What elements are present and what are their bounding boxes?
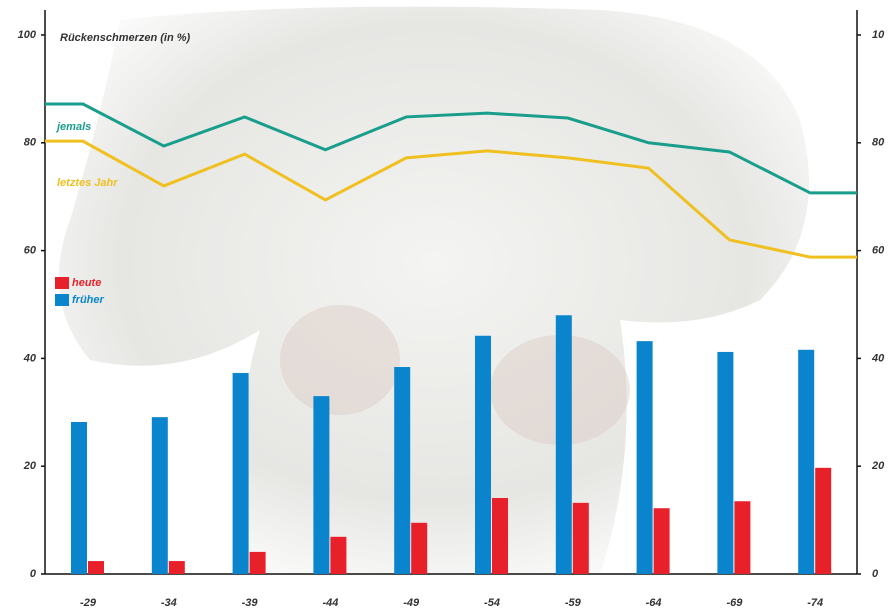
bar bbox=[798, 349, 815, 574]
line bbox=[45, 102, 857, 195]
y2-tick-label: 80 bbox=[872, 137, 885, 149]
x-tick-label: -74 bbox=[807, 597, 823, 609]
bar bbox=[71, 422, 87, 574]
legend-swatch bbox=[55, 294, 69, 306]
y-tick-label: 80 bbox=[24, 137, 37, 149]
line-label: letztes Jahr bbox=[57, 177, 118, 189]
bar bbox=[168, 561, 185, 574]
bar bbox=[734, 501, 751, 574]
bar bbox=[717, 351, 734, 574]
x-tick-label: -54 bbox=[484, 597, 500, 609]
bar bbox=[492, 498, 508, 574]
bar bbox=[151, 417, 168, 574]
bar bbox=[330, 536, 347, 574]
y-tick-label: 100 bbox=[18, 29, 37, 41]
bar bbox=[815, 467, 832, 574]
line bbox=[45, 139, 857, 259]
y-tick-label: 20 bbox=[23, 460, 37, 472]
x-tick-label: -64 bbox=[646, 597, 662, 609]
x-tick-label: -39 bbox=[242, 597, 259, 609]
x-tick-label: -34 bbox=[161, 597, 177, 609]
y-tick-label: 0 bbox=[30, 568, 37, 580]
bar bbox=[653, 508, 670, 574]
bar bbox=[249, 551, 266, 574]
bar bbox=[411, 522, 428, 574]
x-tick-label: -59 bbox=[565, 597, 582, 609]
x-tick-label: -49 bbox=[403, 597, 420, 609]
y-tick-label: 40 bbox=[23, 352, 37, 364]
bar bbox=[572, 502, 589, 574]
x-tick-label: -69 bbox=[726, 597, 743, 609]
y2-tick-label: 0 bbox=[872, 568, 879, 580]
bar bbox=[394, 367, 411, 574]
y2-tick-label: 20 bbox=[871, 460, 885, 472]
legend-label: heute bbox=[72, 277, 101, 289]
bar bbox=[636, 341, 653, 574]
bar bbox=[555, 315, 572, 574]
y2-tick-label: 60 bbox=[872, 245, 885, 257]
legend-label: früher bbox=[72, 294, 105, 306]
bar bbox=[232, 372, 249, 574]
bar bbox=[313, 396, 330, 574]
chart-title: Rückenschmerzen (in %) bbox=[60, 32, 191, 44]
y2-tick-label: 40 bbox=[871, 352, 885, 364]
legend-swatch bbox=[55, 277, 69, 289]
y-tick-label: 60 bbox=[24, 245, 37, 257]
bar bbox=[88, 561, 104, 574]
background-photo bbox=[58, 6, 809, 575]
y2-tick-label: 10 bbox=[872, 29, 885, 41]
bar bbox=[475, 335, 491, 574]
x-tick-label: -29 bbox=[80, 597, 97, 609]
x-tick-label: -44 bbox=[322, 597, 338, 609]
line-label: jemals bbox=[55, 121, 91, 133]
